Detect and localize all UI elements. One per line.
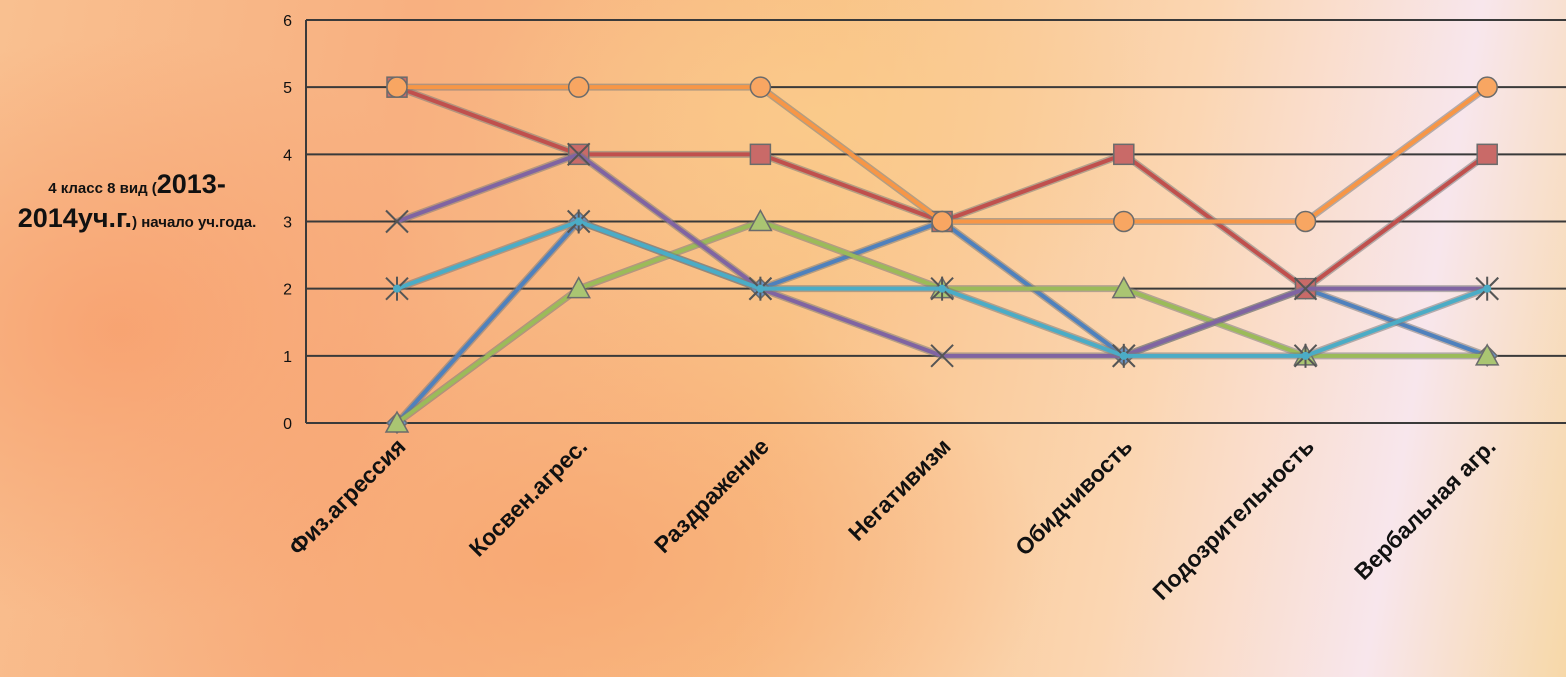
y-axis-title-part1: 4 класс 8 вид ( xyxy=(48,180,157,197)
data-point-marker xyxy=(384,410,410,433)
data-point-marker xyxy=(385,276,409,301)
data-point-marker xyxy=(1113,210,1135,233)
series-line-outline xyxy=(394,218,1488,426)
data-point-marker xyxy=(1113,143,1135,166)
y-tick-label: 1 xyxy=(283,349,292,366)
data-point-marker xyxy=(386,76,408,98)
data-point-marker xyxy=(1112,343,1136,368)
x-category-label: Раздражение xyxy=(649,433,774,558)
y-tick-label: 3 xyxy=(283,215,292,232)
data-point-marker xyxy=(1476,76,1498,98)
data-point-marker xyxy=(1111,276,1137,299)
x-category-label: Вербальная агр. xyxy=(1349,433,1501,585)
data-point-marker xyxy=(748,208,773,232)
series-line-outline xyxy=(395,150,1488,360)
data-point-marker xyxy=(930,344,954,368)
data-point-marker xyxy=(1476,143,1498,166)
data-point-marker xyxy=(566,209,591,234)
y-tick-label: 6 xyxy=(283,13,292,30)
series-line-outline xyxy=(395,83,1490,293)
data-series xyxy=(386,76,1498,233)
x-category-label: Физ.агрессия xyxy=(283,433,410,560)
y-axis-title: 4 класс 8 вид (2013-2014уч.г.) начало уч… xyxy=(6,168,268,236)
y-axis-ticks: 0 1 2 3 4 5 6 xyxy=(283,13,292,433)
y-tick-label: 4 xyxy=(283,147,292,164)
data-point-marker xyxy=(567,76,590,98)
x-axis-categories: Физ.агрессия Косвен.агрес. Раздражение Нега… xyxy=(283,433,1500,605)
x-category-label: Подозрительность xyxy=(1147,433,1319,605)
y-tick-label: 5 xyxy=(283,80,292,97)
data-point-marker xyxy=(749,143,772,166)
y-tick-label: 0 xyxy=(283,416,292,433)
series-lines xyxy=(384,76,1500,435)
series-line-outline xyxy=(394,218,1489,426)
series-line xyxy=(396,85,1489,291)
data-point-marker xyxy=(385,209,409,234)
data-point-marker xyxy=(930,276,954,301)
x-category-label: Косвен.агрес. xyxy=(464,433,592,561)
data-series xyxy=(386,76,1498,300)
data-series xyxy=(385,210,1499,435)
data-point-marker xyxy=(1293,343,1318,368)
data-point-marker xyxy=(748,276,773,301)
data-series xyxy=(385,209,1499,368)
x-category-label: Негативизм xyxy=(843,433,956,546)
data-point-marker xyxy=(566,276,591,299)
data-point-marker xyxy=(1475,276,1499,301)
data-point-marker xyxy=(1293,276,1318,301)
data-point-marker xyxy=(1294,210,1317,233)
data-point-marker xyxy=(931,210,953,233)
series-line xyxy=(395,219,1488,425)
x-category-label: Обидчивость xyxy=(1010,433,1137,560)
y-tick-label: 2 xyxy=(283,282,292,299)
series-line xyxy=(395,219,1488,425)
series-line xyxy=(396,152,1488,358)
data-series xyxy=(384,208,1500,433)
data-point-marker xyxy=(749,76,772,98)
data-point-marker xyxy=(566,142,591,167)
y-axis-title-part2: 2013-2014уч.г. xyxy=(17,169,226,233)
data-point-marker xyxy=(1474,343,1500,366)
y-axis-title-part3: ) начало уч.года. xyxy=(132,213,257,231)
